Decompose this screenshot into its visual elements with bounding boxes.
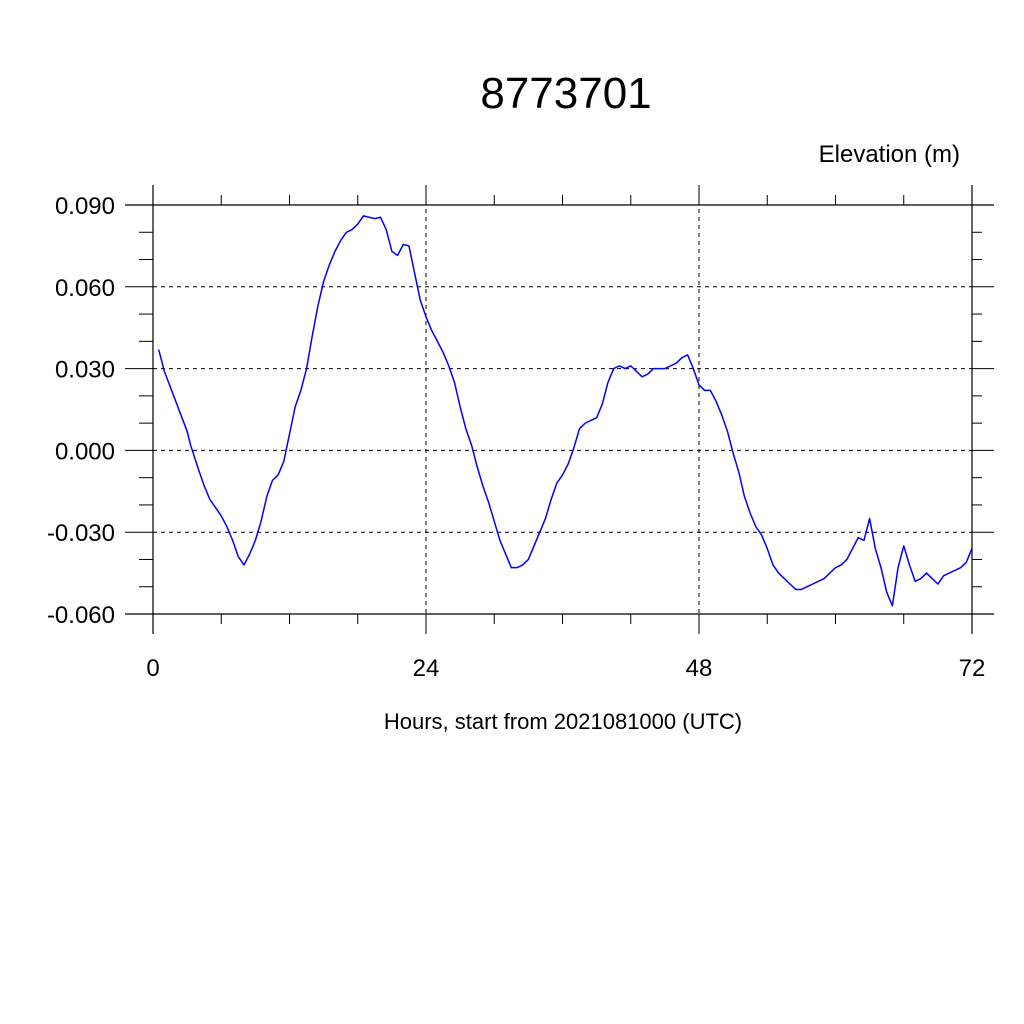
elevation-line (157, 215, 973, 607)
tick-labels: -0.060 -0.030 0.000 0.030 0.060 0.090 0 24 48 72 (47, 193, 985, 682)
axis-ticks (125, 185, 994, 634)
chart-title: 8773701 (480, 69, 651, 118)
y-tick-label: 0.000 (55, 438, 115, 465)
x-tick-label: 0 (146, 655, 159, 682)
plot-frame (125, 185, 994, 634)
x-tick-label: 48 (686, 655, 713, 682)
x-tick-label: 24 (413, 655, 440, 682)
x-tick-label: 72 (959, 655, 986, 682)
data-series (157, 215, 973, 607)
x-axis-label: Hours, start from 2021081000 (UTC) (384, 709, 742, 734)
y-tick-label: -0.060 (47, 602, 115, 629)
y-tick-label: -0.030 (47, 520, 115, 547)
y-tick-label: 0.060 (55, 275, 115, 302)
units-label: Elevation (m) (819, 141, 960, 168)
y-tick-label: 0.030 (55, 357, 115, 384)
grid-lines (152, 185, 973, 634)
y-tick-label: 0.090 (55, 193, 115, 220)
